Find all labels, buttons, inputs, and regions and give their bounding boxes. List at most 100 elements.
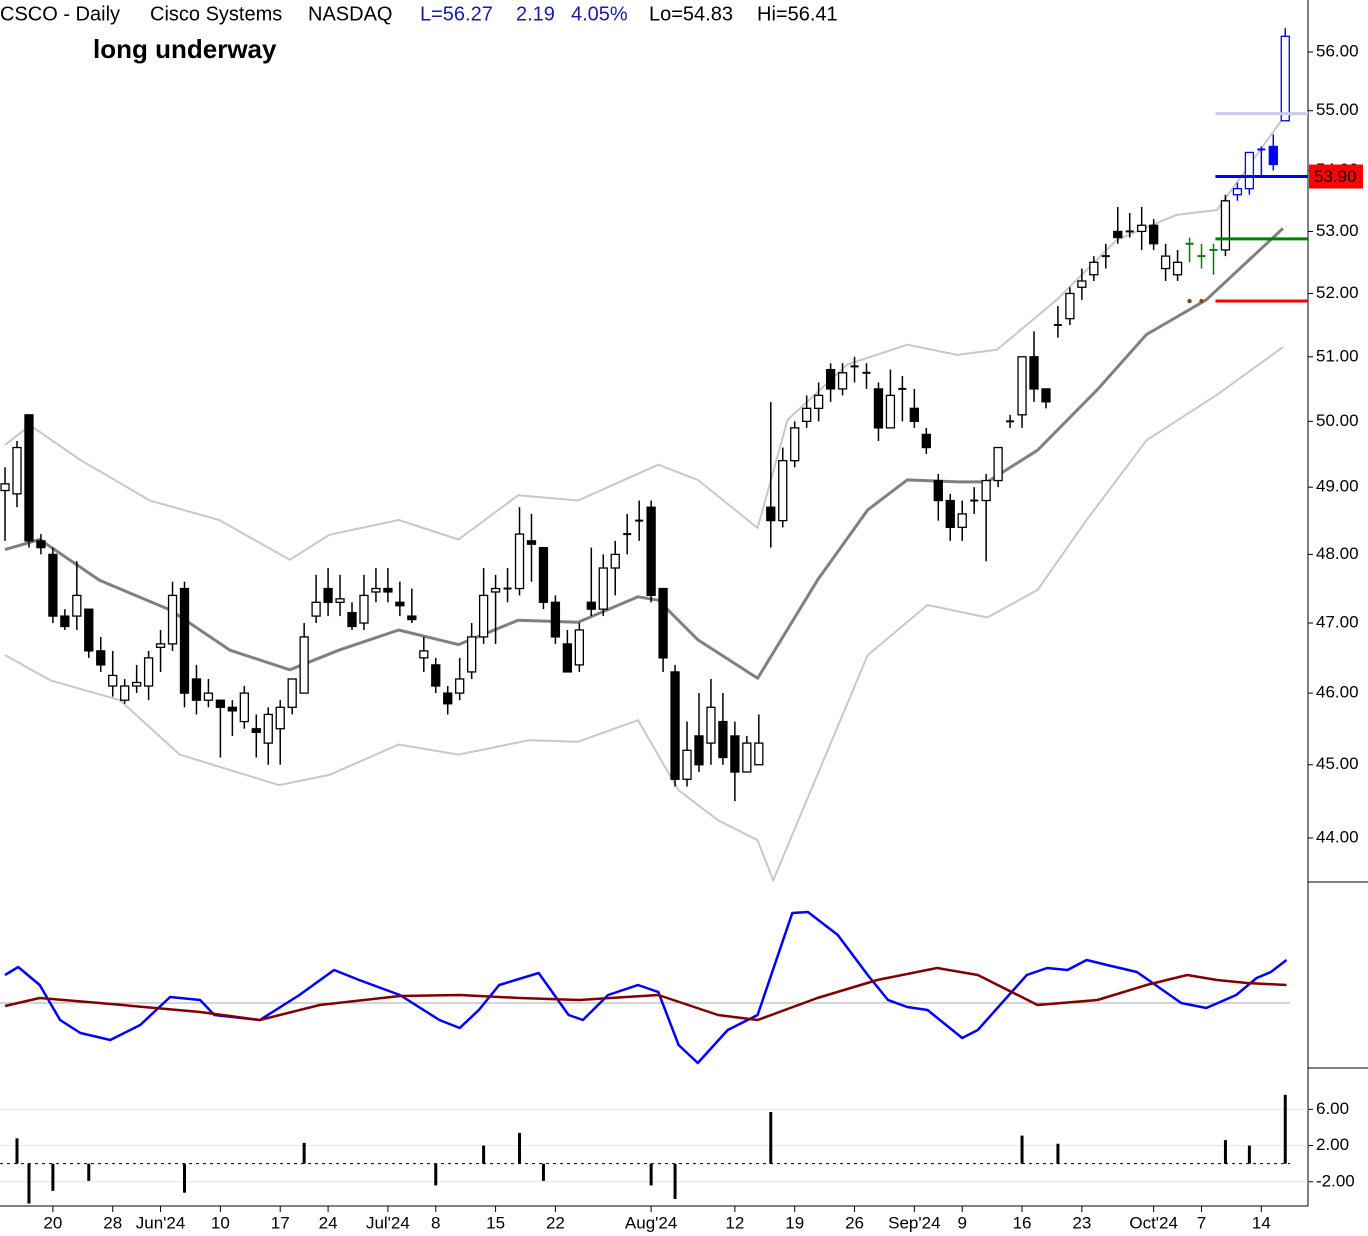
histogram-bar bbox=[673, 1163, 677, 1200]
y-tick-label: 55.00 bbox=[1316, 100, 1359, 119]
x-tick-label: 12 bbox=[725, 1213, 744, 1232]
y-tick-label: 6.00 bbox=[1316, 1099, 1349, 1118]
x-tick-label: 24 bbox=[319, 1213, 338, 1232]
candle-body bbox=[1113, 230, 1123, 239]
histogram-bar bbox=[1223, 1140, 1227, 1164]
x-tick-label: 26 bbox=[845, 1213, 864, 1232]
company: Cisco Systems bbox=[150, 3, 282, 25]
candle-body bbox=[993, 446, 1003, 482]
stop-dot bbox=[1199, 298, 1204, 304]
candle-body bbox=[371, 587, 381, 593]
candle-body bbox=[443, 692, 453, 705]
candle-body bbox=[754, 742, 764, 766]
candle-body bbox=[1089, 261, 1099, 276]
candle-body bbox=[933, 479, 943, 502]
y-tick-label: 2.00 bbox=[1316, 1135, 1349, 1154]
change: 2.19 bbox=[516, 3, 555, 25]
x-tick-label: 16 bbox=[1013, 1213, 1032, 1232]
candle-body bbox=[323, 587, 333, 603]
candle-body bbox=[155, 643, 166, 649]
histogram-bar bbox=[518, 1132, 522, 1164]
candle-body bbox=[60, 615, 70, 628]
candle-body bbox=[143, 657, 154, 687]
candle-body bbox=[1220, 200, 1231, 251]
histogram-bar bbox=[1247, 1145, 1251, 1164]
candle-body bbox=[455, 678, 465, 694]
symbol: CSCO - Daily bbox=[0, 3, 120, 25]
x-tick-label: Jul'24 bbox=[366, 1213, 410, 1232]
candle-body bbox=[658, 587, 668, 659]
candle-body bbox=[1149, 224, 1159, 245]
low: Lo=54.83 bbox=[649, 3, 733, 25]
y-tick-label: 44.00 bbox=[1316, 827, 1359, 846]
candle-body bbox=[837, 372, 848, 390]
histogram-bar bbox=[1020, 1135, 1024, 1164]
y-tick-label: -2.00 bbox=[1316, 1171, 1355, 1190]
candle-body bbox=[36, 540, 46, 549]
candle-body bbox=[335, 598, 345, 603]
exchange: NASDAQ bbox=[308, 3, 392, 25]
x-tick-label: 8 bbox=[431, 1213, 440, 1232]
candle-body bbox=[718, 720, 728, 759]
candle-body bbox=[957, 513, 967, 528]
histogram-bar bbox=[769, 1112, 773, 1164]
x-tick-label: Oct'24 bbox=[1129, 1213, 1178, 1232]
candle-body bbox=[0, 483, 10, 492]
histogram-bar bbox=[1056, 1143, 1060, 1164]
x-tick-label: 10 bbox=[211, 1213, 230, 1232]
y-tick-label: 49.00 bbox=[1316, 477, 1359, 496]
candle-body bbox=[945, 499, 955, 528]
candle-body bbox=[909, 407, 920, 422]
x-tick-label: 9 bbox=[957, 1213, 966, 1232]
candle-body bbox=[742, 742, 752, 773]
candle-body bbox=[670, 671, 680, 780]
candle-body bbox=[275, 706, 285, 730]
level-label-box bbox=[1309, 164, 1363, 189]
histogram-bar bbox=[649, 1163, 653, 1186]
candle-body bbox=[1077, 280, 1087, 288]
candle-body bbox=[191, 678, 202, 701]
candle-body bbox=[778, 460, 788, 522]
candle-body bbox=[419, 650, 429, 659]
candle-body bbox=[825, 368, 836, 390]
candle-body bbox=[1065, 292, 1075, 320]
oscillator-line bbox=[4, 966, 1287, 1022]
candle-body bbox=[359, 594, 369, 624]
candle-body bbox=[167, 594, 178, 645]
candle-body bbox=[610, 553, 620, 569]
candle-body bbox=[490, 587, 501, 593]
candle-body bbox=[813, 394, 824, 409]
overlay-line bbox=[4, 117, 1284, 561]
candle-body bbox=[802, 407, 812, 422]
y-tick-label: 56.00 bbox=[1316, 41, 1359, 60]
candle-body bbox=[574, 629, 584, 666]
candle-body bbox=[1172, 261, 1183, 276]
y-tick-label: 52.00 bbox=[1316, 283, 1359, 302]
candle-body bbox=[766, 506, 776, 522]
candle-body bbox=[299, 636, 309, 694]
histogram-bar bbox=[15, 1138, 19, 1164]
candle-body bbox=[550, 601, 561, 638]
candle-body bbox=[227, 706, 238, 712]
change-pct: 4.05% bbox=[571, 3, 628, 25]
y-tick-label: 47.00 bbox=[1316, 613, 1359, 632]
histogram-bar bbox=[27, 1163, 31, 1204]
histogram-bar bbox=[541, 1163, 545, 1181]
stop-dot bbox=[1187, 298, 1192, 304]
candle-body bbox=[1244, 151, 1255, 190]
candle-body bbox=[730, 735, 740, 773]
overlay-line bbox=[4, 227, 1284, 680]
histogram-bar bbox=[87, 1163, 91, 1181]
candle-body bbox=[514, 533, 525, 590]
candle-body bbox=[239, 692, 249, 723]
x-tick-label: 7 bbox=[1197, 1213, 1206, 1232]
candle-body bbox=[431, 664, 441, 687]
candle-body bbox=[263, 713, 273, 744]
high: Hi=56.41 bbox=[757, 3, 838, 25]
candle-body bbox=[203, 692, 214, 701]
x-tick-label: 15 bbox=[486, 1213, 505, 1232]
candle-body bbox=[1029, 356, 1039, 390]
candle-body bbox=[347, 611, 357, 628]
candle-body bbox=[1268, 145, 1278, 166]
